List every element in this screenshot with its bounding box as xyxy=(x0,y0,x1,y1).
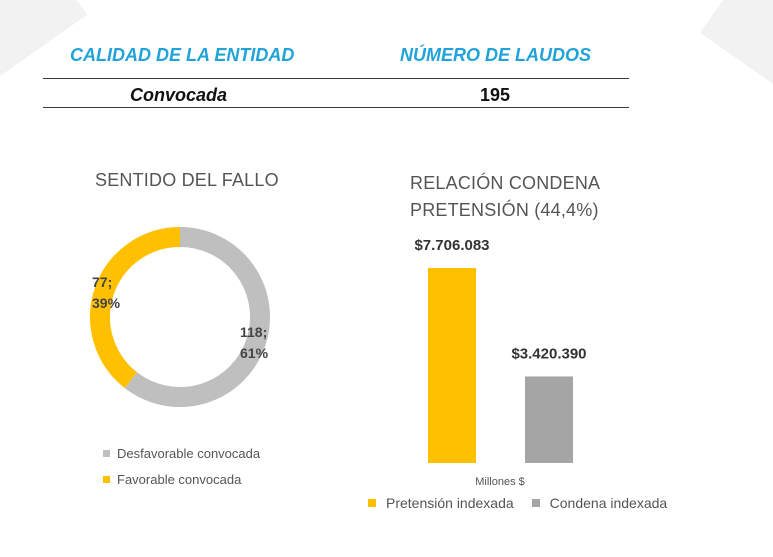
table-divider-top xyxy=(43,78,629,79)
donut-slice-favorable xyxy=(90,227,181,389)
bar-condena xyxy=(525,376,573,463)
x-axis-label: Millones $ xyxy=(475,476,525,488)
donut-slice-desfavorable xyxy=(124,227,270,407)
bar-chart-title-line: PRETENSIÓN (44,4%) xyxy=(410,200,599,220)
donut-label-favorable: 77; 39% xyxy=(92,274,121,311)
legend-swatch xyxy=(103,475,110,483)
table-divider-bottom xyxy=(43,107,629,108)
legend-label: Desfavorable convocada xyxy=(117,445,261,461)
legend-label: Pretensión indexada xyxy=(386,495,514,511)
table-header-entity-quality: CALIDAD DE LA ENTIDAD xyxy=(70,45,295,65)
legend-label: Condena indexada xyxy=(549,495,668,511)
table-cell-count: 195 xyxy=(480,85,511,105)
bar-pretension xyxy=(428,268,476,463)
bar-value-label: $7.706.083 xyxy=(414,237,489,254)
bar-value-label: $3.420.390 xyxy=(511,345,586,362)
pie-legend: Desfavorable convocada Favorable convoca… xyxy=(103,440,260,492)
donut-label-desfavorable: 118; 61% xyxy=(240,324,269,361)
legend-swatch xyxy=(531,499,540,507)
legend-swatch xyxy=(368,499,376,507)
pie-chart-title: SENTIDO DEL FALLO xyxy=(95,170,279,190)
table-cell-entity: Convocada xyxy=(130,85,228,105)
table-header-award-count: NÚMERO DE LAUDOS xyxy=(400,45,592,65)
bar-chart-title: RELACIÓN CONDENA PRETENSIÓN (44,4%) xyxy=(410,170,600,224)
bar-legend: Pretensión indexada Condena indexada xyxy=(368,490,685,516)
legend-label: Favorable convocada xyxy=(117,471,242,487)
legend-swatch xyxy=(103,449,110,457)
legend-item-desfavorable: Desfavorable convocada xyxy=(103,440,260,466)
legend-item-condena: Condena indexada xyxy=(531,490,668,516)
legend-item-pretension: Pretensión indexada xyxy=(368,490,514,516)
bar-chart-title-line: RELACIÓN CONDENA xyxy=(410,173,601,193)
legend-item-favorable: Favorable convocada xyxy=(103,466,260,492)
